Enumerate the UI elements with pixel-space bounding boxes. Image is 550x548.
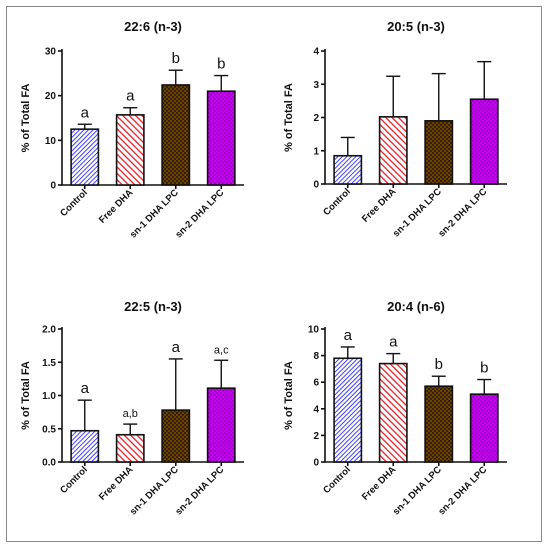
chart-title: 20:4 (n-6) <box>387 299 445 314</box>
y-tick-label: 4 <box>313 47 319 58</box>
x-tick-label: sn-2 DHA LPC <box>173 464 226 517</box>
y-tick-label: 2 <box>313 431 319 442</box>
y-tick-label: 2 <box>313 113 319 124</box>
bar <box>333 154 363 185</box>
significance-label: a <box>126 88 135 105</box>
y-axis-label: % of Total FA <box>283 361 295 430</box>
bar <box>469 98 499 185</box>
charts-svg: 22:6 (n-3)% of Total FA0102030aControlaF… <box>20 19 507 517</box>
x-tick-label: Free DHA <box>97 187 135 225</box>
bar <box>333 357 363 463</box>
chart-panel-1: 22:6 (n-3) % of Total FA 0 10 20 30 a Control a F… <box>20 19 244 240</box>
bar <box>378 362 408 463</box>
y-tick-label: 0 <box>313 458 319 469</box>
bar <box>70 128 100 186</box>
significance-label: a <box>81 380 90 397</box>
significance-label: b <box>435 356 443 373</box>
significance-label: b <box>480 360 488 377</box>
significance-label: a,c <box>214 344 229 356</box>
y-tick-label: 30 <box>45 47 57 58</box>
bar <box>378 116 408 185</box>
significance-label: a <box>81 104 90 121</box>
y-tick-label: 0.0 <box>42 458 56 469</box>
y-tick-label: 0 <box>50 181 56 192</box>
chart-panel-3: 22:5 (n-3) % of Total FA 0.0 0.5 1.0 1.5 2.0 a C… <box>20 299 244 517</box>
significance-label: a <box>172 339 181 356</box>
y-tick-label: 8 <box>313 351 319 362</box>
y-tick-label: 0 <box>313 180 319 191</box>
x-tick-label: Control <box>321 186 353 218</box>
y-tick-label: 6 <box>313 378 319 389</box>
significance-label: a,b <box>123 408 138 420</box>
chart-title: 22:5 (n-3) <box>124 299 182 314</box>
x-tick-label: Control <box>58 187 90 219</box>
bar <box>424 120 454 185</box>
bar <box>70 429 100 463</box>
bar <box>115 433 145 463</box>
significance-label: b <box>217 56 225 73</box>
x-tick-label: Control <box>58 464 90 496</box>
y-tick-label: 4 <box>313 404 319 415</box>
bar <box>424 385 454 463</box>
significance-label: a <box>344 327 353 344</box>
y-tick-label: 10 <box>45 136 57 147</box>
y-axis-label: % of Total FA <box>20 84 32 153</box>
chart-title: 22:6 (n-3) <box>124 19 182 34</box>
bar <box>115 114 145 186</box>
y-tick-label: 1 <box>313 146 319 157</box>
x-tick-label: sn-2 DHA LPC <box>436 186 489 239</box>
y-axis-label: % of Total FA <box>20 361 32 430</box>
significance-label: b <box>172 50 180 67</box>
chart-title: 20:5 (n-3) <box>387 19 445 34</box>
x-tick-label: sn-2 DHA LPC <box>173 187 226 240</box>
figure-panel: 22:6 (n-3)% of Total FA 0 10 20 30 a Control a F… <box>6 6 542 542</box>
y-tick-label: 1.5 <box>42 358 56 369</box>
y-tick-label: 1.0 <box>42 391 56 402</box>
y-tick-label: 0.5 <box>42 424 56 435</box>
y-tick-label: 3 <box>313 80 319 91</box>
x-tick-label: Free DHA <box>360 464 398 502</box>
x-tick-label: sn-2 DHA LPC <box>436 464 489 517</box>
y-tick-label: 2.0 <box>42 325 56 336</box>
chart-panel-4: 20:4 (n-6) % of Total FA 0 2 4 6 8 10 a Control a F… <box>283 299 507 517</box>
x-tick-label: Free DHA <box>360 186 398 224</box>
bar <box>206 387 236 463</box>
y-tick-label: 10 <box>308 325 320 336</box>
chart-panel-2: 20:5 (n-3) % of Total FA 0 1 2 3 4 Control Free … <box>283 19 507 239</box>
bar <box>161 409 191 463</box>
bar <box>469 393 499 463</box>
x-tick-label: Control <box>321 464 353 496</box>
y-tick-label: 20 <box>45 91 57 102</box>
y-axis-label: % of Total FA <box>283 83 295 152</box>
x-tick-label: Free DHA <box>97 464 135 502</box>
bar <box>206 90 236 186</box>
bar <box>161 84 191 186</box>
significance-label: a <box>389 334 398 351</box>
